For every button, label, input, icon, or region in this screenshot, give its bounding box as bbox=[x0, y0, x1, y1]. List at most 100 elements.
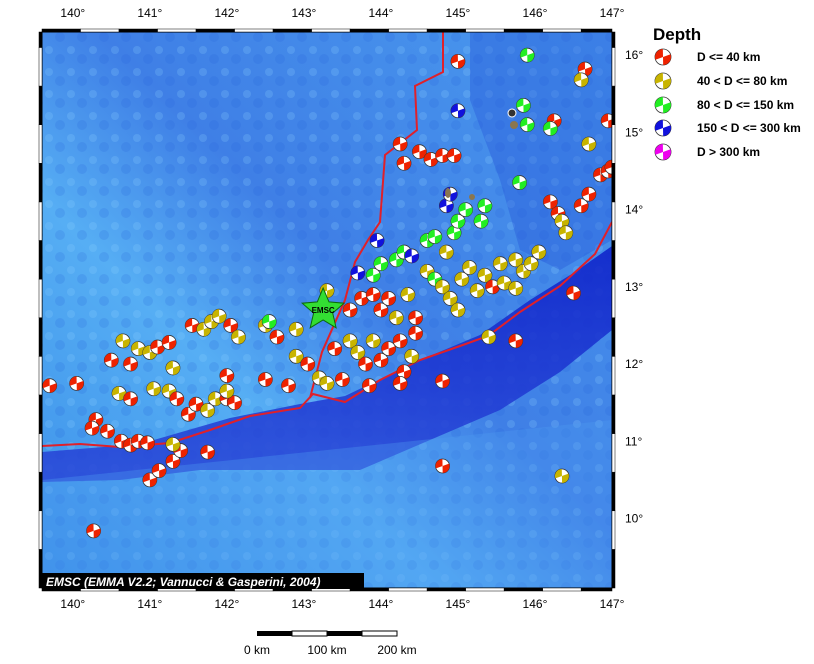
lat-label: 10° bbox=[625, 512, 643, 526]
event-shallow bbox=[435, 458, 450, 474]
frame-segment bbox=[38, 163, 43, 203]
event-deep-80-150 bbox=[542, 121, 558, 136]
frame-segment bbox=[38, 201, 43, 241]
legend-swatch-3 bbox=[654, 119, 672, 137]
frame-segment bbox=[611, 124, 616, 164]
credit-text: EMSC (EMMA V2.2; Vannucci & Gasperini, 2… bbox=[46, 575, 321, 589]
depth-legend: Depth D <= 40 km 40 < D <= 80 km 80 < D … bbox=[653, 25, 801, 161]
event-intermediate bbox=[581, 136, 597, 152]
lon-label-top: 142° bbox=[214, 6, 239, 20]
legend-swatch-1 bbox=[654, 72, 672, 90]
event-intermediate bbox=[219, 383, 235, 399]
emsc-station-marker: EMSC bbox=[300, 286, 346, 329]
frame-segment bbox=[426, 28, 466, 33]
event-shallow bbox=[200, 444, 216, 460]
frame-segment bbox=[580, 28, 613, 33]
station-label: EMSC bbox=[312, 306, 335, 315]
frame-segment bbox=[426, 587, 466, 592]
ridge-boundary-line bbox=[309, 32, 444, 399]
lon-labels-top: 140° 141° 142° 143° 144° 145° 146° 147° bbox=[60, 6, 624, 20]
event-shallow bbox=[169, 391, 185, 407]
event-intermediate bbox=[558, 225, 574, 241]
frame-segment bbox=[38, 47, 43, 87]
lon-label-bottom: 145° bbox=[446, 597, 471, 611]
lat-label: 12° bbox=[625, 357, 643, 371]
frame-segment bbox=[195, 28, 235, 33]
event-shallow bbox=[604, 159, 612, 175]
event-deep-80-150 bbox=[446, 225, 462, 241]
frame-segment bbox=[611, 471, 616, 512]
event-shallow bbox=[446, 148, 462, 163]
event-shallow bbox=[165, 453, 181, 469]
event-shallow bbox=[581, 186, 597, 202]
event-shallow bbox=[396, 155, 412, 171]
event-shallow bbox=[150, 339, 165, 355]
lon-labels-bottom: 140° 141° 142° 143° 144° 145° 146° 147° bbox=[60, 597, 624, 611]
legend-label-0: D <= 40 km bbox=[697, 50, 760, 64]
event-deep-80-150 bbox=[519, 117, 535, 133]
event-shallow bbox=[392, 136, 408, 152]
event-shallow bbox=[327, 341, 343, 357]
event-intermediate bbox=[165, 436, 181, 452]
event-shallow bbox=[123, 391, 138, 407]
frame-segment bbox=[38, 85, 43, 125]
legend-title: Depth bbox=[653, 25, 701, 44]
frame-segment bbox=[611, 394, 616, 434]
scale-segment bbox=[291, 630, 328, 637]
event-shallow bbox=[342, 302, 358, 318]
event-shallow bbox=[42, 378, 58, 394]
frame-segment bbox=[38, 240, 43, 280]
lon-label-top: 140° bbox=[60, 6, 85, 20]
event-shallow bbox=[392, 375, 408, 391]
event-intermediate bbox=[573, 72, 589, 88]
lat-label: 13° bbox=[625, 280, 643, 294]
frame-segment bbox=[38, 31, 43, 48]
lon-label-top: 144° bbox=[369, 6, 394, 20]
event-intermediate bbox=[554, 468, 570, 484]
event-shallow bbox=[450, 53, 466, 69]
event-intermediate bbox=[365, 333, 381, 349]
event-shallow bbox=[69, 375, 85, 391]
lat-label: 14° bbox=[625, 203, 643, 217]
frame-segment bbox=[503, 587, 543, 592]
lon-label-top: 146° bbox=[523, 6, 548, 20]
frame-segment bbox=[542, 28, 582, 33]
frame-segment bbox=[157, 28, 197, 33]
event-shallow bbox=[227, 395, 242, 411]
event-shallow bbox=[423, 152, 439, 167]
event-shallow bbox=[361, 378, 377, 394]
scale-label-1: 100 km bbox=[307, 643, 346, 657]
scale-segment bbox=[257, 631, 292, 636]
frame-segment bbox=[38, 433, 43, 473]
event-deep-80-150 bbox=[388, 252, 404, 268]
lat-label: 16° bbox=[625, 48, 643, 62]
scale-label-2: 200 km bbox=[377, 643, 416, 657]
event-shallow bbox=[142, 472, 158, 488]
event-shallow bbox=[123, 356, 138, 372]
event-shallow bbox=[508, 333, 524, 349]
event-deep-80-150 bbox=[512, 175, 527, 190]
lon-label-bottom: 141° bbox=[137, 597, 162, 611]
lon-label-top: 147° bbox=[600, 6, 625, 20]
credit-background bbox=[42, 573, 364, 589]
frame-segment bbox=[611, 549, 616, 589]
frame-segment bbox=[38, 124, 43, 164]
scale-segment bbox=[361, 630, 398, 637]
event-intermediate bbox=[404, 348, 420, 364]
event-intermediate bbox=[165, 360, 181, 376]
event-intermediate bbox=[146, 381, 162, 397]
frame-segment bbox=[611, 85, 616, 125]
event-intermediate bbox=[115, 333, 131, 349]
frame-segment bbox=[38, 394, 43, 434]
event-shallow bbox=[600, 113, 612, 129]
lon-label-top: 143° bbox=[291, 6, 316, 20]
event-intermediate bbox=[288, 321, 304, 337]
earthquake-events bbox=[42, 47, 612, 539]
event-shallow bbox=[566, 285, 581, 301]
event-intermediate bbox=[200, 402, 216, 418]
event-deep-80-150 bbox=[261, 314, 277, 329]
lat-label: 15° bbox=[625, 125, 643, 139]
event-intermediate bbox=[111, 385, 127, 401]
legend-swatch-0 bbox=[654, 48, 672, 66]
